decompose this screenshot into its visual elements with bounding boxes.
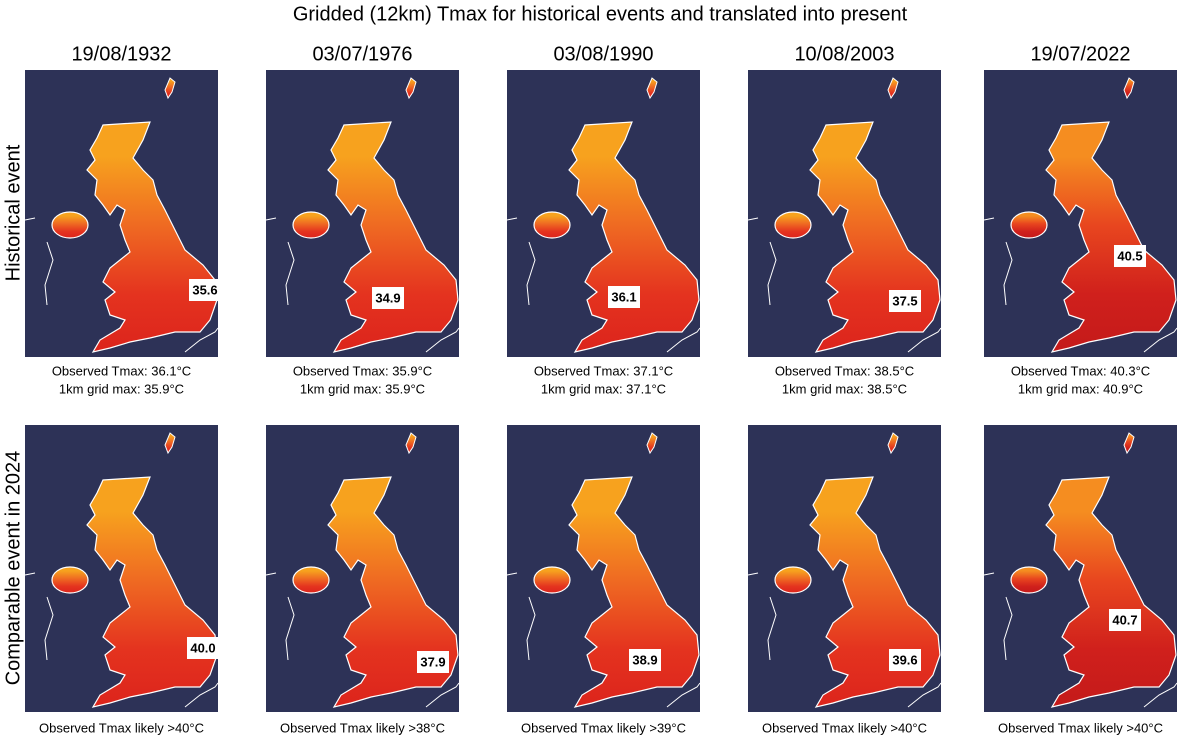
value-box <box>187 637 219 659</box>
caption: Observed Tmax: 35.9°C <box>293 363 432 378</box>
caption: Observed Tmax: 36.1°C <box>52 363 191 378</box>
column-date: 19/08/1932 <box>71 43 171 65</box>
caption: Observed Tmax likely >39°C <box>521 720 686 735</box>
column-date: 03/07/1976 <box>312 43 412 65</box>
caption: 1km grid max: 38.5°C <box>782 381 907 396</box>
row-label: Historical event <box>2 144 24 281</box>
value-box <box>608 286 640 308</box>
caption: 1km grid max: 40.9°C <box>1018 381 1143 396</box>
value-box <box>1109 609 1141 631</box>
value-label: 37.9 <box>420 654 445 669</box>
column-date: 19/07/2022 <box>1030 43 1130 65</box>
caption: Observed Tmax likely >40°C <box>762 720 927 735</box>
value-label: 40.0 <box>190 640 215 655</box>
map-panel: 37.5 <box>747 70 942 357</box>
map-panel: 34.9 <box>265 70 460 357</box>
caption: 1km grid max: 35.9°C <box>300 381 425 396</box>
caption: Observed Tmax: 40.3°C <box>1011 363 1150 378</box>
map-panel: 36.1 <box>506 70 701 357</box>
caption: Observed Tmax likely >38°C <box>280 720 445 735</box>
value-label: 37.5 <box>892 293 917 308</box>
value-box <box>417 651 449 673</box>
map-panel: 38.9 <box>506 425 701 712</box>
caption: 1km grid max: 35.9°C <box>59 381 184 396</box>
caption: Observed Tmax likely >40°C <box>39 720 204 735</box>
value-box <box>1114 245 1146 267</box>
value-label: 36.1 <box>611 289 636 304</box>
caption: Observed Tmax: 38.5°C <box>775 363 914 378</box>
value-box <box>372 287 404 309</box>
map-panel: 39.6 <box>747 425 942 712</box>
row-label: Comparable event in 2024 <box>2 451 24 686</box>
map-panel: 40.7 <box>983 425 1178 712</box>
column-date: 10/08/2003 <box>794 43 894 65</box>
column-date: 03/08/1990 <box>553 43 653 65</box>
caption: Observed Tmax: 37.1°C <box>534 363 673 378</box>
value-label: 34.9 <box>375 290 400 305</box>
map-panel: 40.5 <box>983 70 1178 357</box>
value-label: 40.7 <box>1112 612 1137 627</box>
map-panel: 35.6 <box>24 70 221 357</box>
value-label: 38.9 <box>632 652 657 667</box>
map-panel: 40.0 <box>24 425 219 712</box>
value-label: 40.5 <box>1117 248 1142 263</box>
value-label: 35.6 <box>192 282 217 297</box>
caption: Observed Tmax likely >40°C <box>998 720 1163 735</box>
value-box <box>889 290 921 312</box>
caption: 1km grid max: 37.1°C <box>541 381 666 396</box>
value-box <box>889 649 921 671</box>
value-label: 39.6 <box>892 652 917 667</box>
panels: 19/08/1932 35.6 40.0 Observed Tmax: 36.1°C 1… <box>24 43 1178 735</box>
value-box <box>189 279 221 301</box>
map-panel: 37.9 <box>265 425 460 712</box>
figure-title: Gridded (12km) Tmax for historical event… <box>293 3 908 25</box>
value-box <box>629 649 661 671</box>
